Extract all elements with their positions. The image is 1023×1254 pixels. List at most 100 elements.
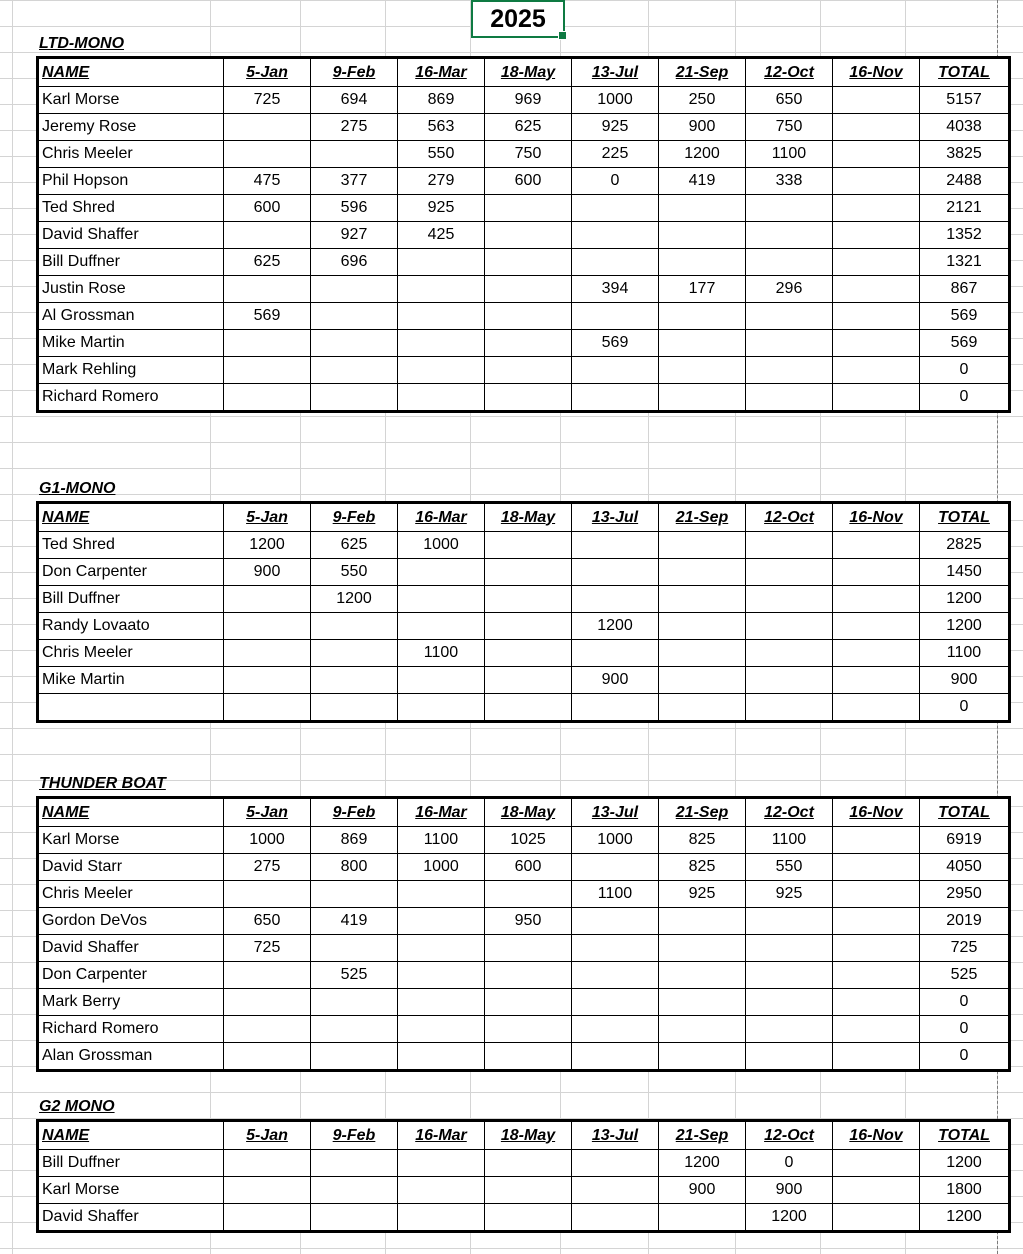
racer-name-cell[interactable]: Alan Grossman [37, 1042, 224, 1071]
score-cell[interactable] [745, 907, 833, 935]
score-cell[interactable] [484, 880, 572, 908]
racer-name-cell[interactable]: Don Carpenter [37, 961, 224, 989]
score-cell[interactable] [223, 880, 311, 908]
score-cell[interactable] [832, 1042, 920, 1071]
score-cell[interactable] [832, 248, 920, 276]
score-cell[interactable] [397, 693, 485, 722]
column-header-12-oct[interactable]: 12-Oct [745, 797, 833, 827]
column-header-16-nov[interactable]: 16-Nov [832, 797, 920, 827]
total-cell[interactable]: 1200 [919, 1203, 1010, 1232]
score-cell[interactable]: 600 [484, 167, 572, 195]
score-cell[interactable] [832, 86, 920, 114]
score-cell[interactable] [223, 221, 311, 249]
total-cell[interactable]: 569 [919, 302, 1010, 330]
score-cell[interactable] [745, 356, 833, 384]
score-cell[interactable] [832, 585, 920, 613]
score-cell[interactable] [484, 612, 572, 640]
column-header-13-jul[interactable]: 13-Jul [571, 797, 659, 827]
score-cell[interactable] [571, 1015, 659, 1043]
total-cell[interactable]: 2019 [919, 907, 1010, 935]
column-header-9-feb[interactable]: 9-Feb [310, 797, 398, 827]
score-cell[interactable]: 694 [310, 86, 398, 114]
column-header-name[interactable]: NAME [37, 797, 224, 827]
score-cell[interactable]: 900 [658, 113, 746, 141]
score-cell[interactable] [397, 329, 485, 357]
score-cell[interactable]: 525 [310, 961, 398, 989]
score-cell[interactable] [310, 383, 398, 412]
score-cell[interactable] [571, 907, 659, 935]
column-header-21-sep[interactable]: 21-Sep [658, 502, 746, 532]
score-cell[interactable]: 279 [397, 167, 485, 195]
score-cell[interactable] [223, 666, 311, 694]
column-header-name[interactable]: NAME [37, 1120, 224, 1150]
score-cell[interactable]: 925 [397, 194, 485, 222]
score-cell[interactable]: 250 [658, 86, 746, 114]
score-cell[interactable] [310, 356, 398, 384]
score-cell[interactable] [484, 934, 572, 962]
score-cell[interactable] [832, 666, 920, 694]
score-cell[interactable] [658, 1203, 746, 1232]
racer-name-cell[interactable]: David Shaffer [37, 221, 224, 249]
racer-name-cell[interactable]: David Shaffer [37, 934, 224, 962]
score-cell[interactable]: 275 [310, 113, 398, 141]
score-cell[interactable] [832, 639, 920, 667]
score-cell[interactable]: 596 [310, 194, 398, 222]
score-cell[interactable] [571, 1149, 659, 1177]
score-cell[interactable] [745, 221, 833, 249]
score-cell[interactable] [484, 639, 572, 667]
score-cell[interactable] [397, 383, 485, 412]
score-cell[interactable]: 1000 [223, 826, 311, 854]
racer-name-cell[interactable]: Mike Martin [37, 666, 224, 694]
column-header-21-sep[interactable]: 21-Sep [658, 1120, 746, 1150]
score-cell[interactable] [397, 880, 485, 908]
score-cell[interactable] [397, 558, 485, 586]
score-cell[interactable] [223, 329, 311, 357]
column-header-16-mar[interactable]: 16-Mar [397, 57, 485, 87]
score-cell[interactable] [571, 221, 659, 249]
score-cell[interactable]: 1000 [397, 853, 485, 881]
score-cell[interactable] [397, 302, 485, 330]
score-cell[interactable] [484, 1149, 572, 1177]
score-cell[interactable]: 725 [223, 86, 311, 114]
score-cell[interactable]: 950 [484, 907, 572, 935]
total-cell[interactable]: 2825 [919, 531, 1010, 559]
score-cell[interactable] [832, 383, 920, 412]
column-header-16-nov[interactable]: 16-Nov [832, 502, 920, 532]
score-cell[interactable]: 1025 [484, 826, 572, 854]
score-cell[interactable] [484, 1042, 572, 1071]
score-cell[interactable] [484, 1203, 572, 1232]
score-cell[interactable] [658, 585, 746, 613]
score-cell[interactable] [571, 853, 659, 881]
score-cell[interactable]: 625 [310, 531, 398, 559]
score-cell[interactable] [571, 1176, 659, 1204]
total-cell[interactable]: 4050 [919, 853, 1010, 881]
total-cell[interactable]: 6919 [919, 826, 1010, 854]
score-cell[interactable] [310, 275, 398, 303]
racer-name-cell[interactable]: Bill Duffner [37, 585, 224, 613]
score-cell[interactable] [832, 302, 920, 330]
score-cell[interactable]: 625 [223, 248, 311, 276]
racer-name-cell[interactable]: Karl Morse [37, 1176, 224, 1204]
column-header-12-oct[interactable]: 12-Oct [745, 57, 833, 87]
score-cell[interactable] [397, 934, 485, 962]
score-cell[interactable] [397, 275, 485, 303]
score-cell[interactable] [658, 907, 746, 935]
score-cell[interactable] [658, 961, 746, 989]
score-cell[interactable] [223, 140, 311, 168]
column-header-21-sep[interactable]: 21-Sep [658, 57, 746, 87]
score-cell[interactable] [832, 934, 920, 962]
column-header-9-feb[interactable]: 9-Feb [310, 1120, 398, 1150]
score-cell[interactable] [832, 221, 920, 249]
column-header-5-jan[interactable]: 5-Jan [223, 797, 311, 827]
score-cell[interactable] [397, 666, 485, 694]
score-cell[interactable] [658, 329, 746, 357]
score-cell[interactable] [223, 1015, 311, 1043]
score-cell[interactable] [658, 221, 746, 249]
total-cell[interactable]: 1100 [919, 639, 1010, 667]
score-cell[interactable]: 696 [310, 248, 398, 276]
score-cell[interactable] [397, 1042, 485, 1071]
score-cell[interactable] [658, 693, 746, 722]
score-cell[interactable]: 419 [310, 907, 398, 935]
total-cell[interactable]: 3825 [919, 140, 1010, 168]
column-header-12-oct[interactable]: 12-Oct [745, 1120, 833, 1150]
